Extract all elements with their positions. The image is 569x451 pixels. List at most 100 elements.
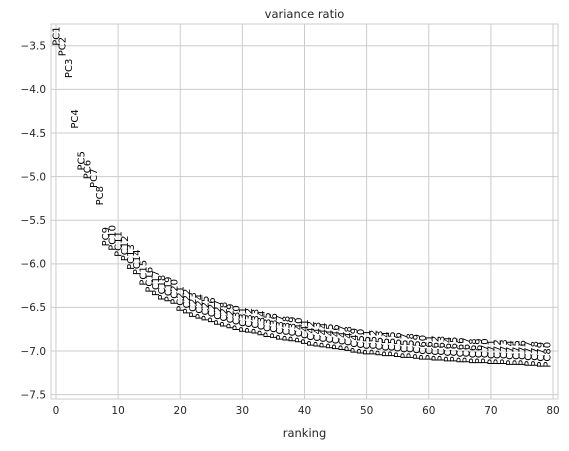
pc-label: PC35 [263, 312, 274, 338]
pc-label: PC7 [89, 169, 100, 188]
pc-label: PC6 [83, 160, 94, 179]
pc-label: PC65 [449, 337, 460, 363]
y-tick-label: −7.0 [21, 346, 47, 358]
pc-label: PC64 [443, 337, 454, 363]
x-tick-labels: 0 10 20 30 40 50 60 70 80 [53, 405, 560, 417]
pc-label: PC8 [95, 186, 106, 205]
y-tick-label: −5.5 [21, 215, 47, 227]
pc-label: PC76 [517, 340, 528, 366]
y-tick-label: −3.5 [21, 41, 47, 53]
x-tick-label: 70 [484, 405, 497, 417]
pc-label: PC29 [225, 303, 236, 329]
pc-label: PC32 [244, 308, 255, 334]
pc-label: PC73 [499, 339, 510, 365]
pc-label: PC20 [170, 279, 181, 305]
pc-label: PC74 [505, 340, 516, 366]
pc-label: PC55 [387, 331, 398, 357]
pc-label: PC22 [182, 289, 193, 315]
pc-label: PC38 [281, 316, 292, 342]
x-tick-label: 30 [236, 405, 249, 417]
pc-label: PC30 [232, 305, 243, 331]
pc-label: PC3 [64, 59, 75, 78]
y-tick-label: −6.0 [21, 259, 47, 271]
pc-label: PC23 [188, 292, 199, 318]
pc-label: PC41 [300, 319, 311, 345]
pc-label: PC56 [393, 332, 404, 358]
y-tick-label: −4.0 [21, 84, 47, 96]
y-tick-label: −7.5 [21, 389, 47, 401]
grid-lines [51, 24, 558, 399]
x-tick-label: 0 [53, 405, 60, 417]
pc-label: PC31 [238, 307, 249, 333]
pc-label: PC24 [194, 294, 205, 320]
pc-label: PC54 [381, 331, 392, 357]
x-tick-label: 20 [174, 405, 187, 417]
pc-label: PC25 [201, 296, 212, 322]
x-tick-label: 10 [111, 405, 124, 417]
pc-label: PC51 [362, 330, 373, 356]
pc-label: PC21 [176, 286, 187, 312]
pc-label: PC33 [250, 309, 261, 335]
pc-label: PC52 [368, 330, 379, 356]
x-tick-label: 40 [298, 405, 311, 417]
pc-label: PC11 [114, 231, 125, 257]
pc-label: PC16 [145, 267, 156, 293]
y-tick-label: −4.5 [21, 128, 47, 140]
x-tick-label: 50 [360, 405, 373, 417]
pc-label: PC57 [399, 333, 410, 359]
pc-label: PC13 [126, 244, 137, 270]
pc-label: PC80 [542, 342, 553, 368]
pc-label: PC50 [356, 329, 367, 355]
pc-label: PC77 [524, 341, 535, 367]
pc-label: PC10 [107, 225, 118, 251]
pc-label: PC36 [269, 313, 280, 339]
pc-label: PC27 [213, 300, 224, 326]
pc-label: PC48 [343, 326, 354, 352]
pc-label: PC68 [468, 338, 479, 364]
pc-label: PC46 [331, 324, 342, 350]
pc-label: PC45 [325, 324, 336, 350]
x-axis-title: ranking [283, 426, 327, 440]
pc-label: PC60 [418, 335, 429, 361]
y-tick-labels: −3.5 −4.0 −4.5 −5.0 −5.5 −6.0 −6.5 −7.0 −7.5 [21, 41, 47, 402]
pc-label: PC47 [337, 325, 348, 351]
pc-label: PC28 [219, 302, 230, 328]
pc-label: PC14 [132, 249, 143, 275]
y-tick-label: −5.0 [21, 171, 47, 183]
plot-frame [50, 23, 559, 400]
pc-label: PC39 [288, 317, 299, 343]
pc-label: PC17 [151, 270, 162, 296]
pc-label: PC42 [306, 321, 317, 347]
chart-title: variance ratio [265, 7, 345, 21]
pc-labels: PC1PC2PC3PC4PC5PC6PC7PC8PC9PC10PC11PC12P… [51, 26, 553, 367]
pc-label: PC19 [163, 276, 174, 302]
pc-label: PC40 [294, 317, 305, 343]
pc-label: PC43 [312, 322, 323, 348]
pc-label: PC1 [51, 26, 62, 45]
pc-label: PC34 [257, 310, 268, 336]
pc-label: PC44 [319, 323, 330, 349]
pc-label: PC69 [474, 338, 485, 364]
pc-label: PC67 [462, 337, 473, 363]
pc-label: PC75 [511, 340, 522, 366]
pc-label: PC12 [120, 235, 131, 261]
pc-label: PC26 [207, 297, 218, 323]
pc-label: PC70 [480, 338, 491, 364]
pc-label: PC49 [350, 328, 361, 354]
pc-label: PC37 [275, 315, 286, 341]
pc-label: PC63 [437, 336, 448, 362]
pc-label: PC72 [493, 339, 504, 365]
pc-label: PC58 [406, 333, 417, 359]
pc-label: PC4 [70, 109, 81, 128]
pc-label: PC61 [424, 335, 435, 361]
pc-label: PC15 [138, 260, 149, 286]
pc-label: PC5 [76, 151, 87, 170]
pc-label: PC62 [430, 336, 441, 362]
x-tick-label: 80 [546, 405, 559, 417]
pc-label: PC71 [486, 339, 497, 365]
pc-label: PC2 [58, 37, 69, 56]
pc-label: PC9 [101, 227, 112, 246]
pc-label: PC66 [455, 337, 466, 363]
pc-label: PC79 [536, 342, 547, 368]
